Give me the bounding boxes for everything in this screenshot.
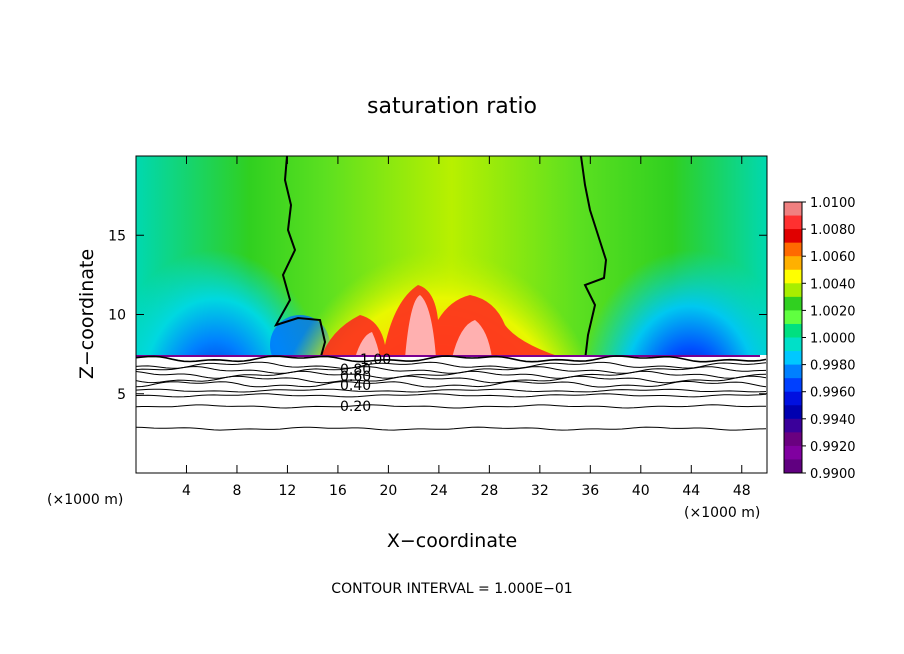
y-tick-label: 15 xyxy=(108,228,126,244)
contour-line xyxy=(136,355,767,363)
colorbar-label: 0.9920 xyxy=(810,440,856,455)
x-tick-label: 20 xyxy=(379,483,397,499)
x-tick-label: 28 xyxy=(480,483,498,499)
x-tick-label: 8 xyxy=(232,483,241,499)
x-tick-label: 24 xyxy=(430,483,448,499)
colorbar-swatch xyxy=(784,242,802,257)
contour-line xyxy=(136,380,767,388)
colorbar-swatch xyxy=(784,364,802,379)
peak-supersaturation xyxy=(355,295,492,358)
colorbar-swatch xyxy=(784,418,802,433)
contour-line xyxy=(136,426,767,431)
x-tick-label: 44 xyxy=(682,483,700,499)
contour-line xyxy=(136,388,767,393)
supersaturation-core xyxy=(320,285,570,360)
contour-label-0-40: 0.40 xyxy=(340,378,371,394)
contour-line xyxy=(136,361,767,369)
colorbar-label: 1.0080 xyxy=(810,223,856,238)
colorbar-label: 1.0060 xyxy=(810,250,856,265)
x-tick-label: 16 xyxy=(329,483,347,499)
x-tick-label: 48 xyxy=(733,483,751,499)
colorbar-swatch xyxy=(784,391,802,406)
y-tick-label: 5 xyxy=(117,387,126,403)
colorbar-swatch xyxy=(784,283,802,298)
colorbar-label: 0.9940 xyxy=(810,413,856,428)
contour-label-0-20: 0.20 xyxy=(340,399,371,415)
x-tick-label: 32 xyxy=(531,483,549,499)
x-tick-label: 40 xyxy=(632,483,650,499)
x-tick-label: 4 xyxy=(182,483,191,499)
colorbar-swatch xyxy=(784,337,802,352)
colorbar-swatch xyxy=(784,459,802,474)
colorbar-swatch xyxy=(784,310,802,325)
colorbar-swatch xyxy=(784,229,802,244)
contour-label-1-00: 1.00 xyxy=(360,352,391,368)
contour-interval-note: CONTOUR INTERVAL = 1.000E−01 xyxy=(331,581,572,597)
colorbar-swatch xyxy=(784,215,802,230)
x-axis: 4 8 12 16 20 24 28 32 36 40 44 48 xyxy=(182,156,751,499)
y-axis-label: Z−coordinate xyxy=(76,249,98,379)
colorbar-swatch xyxy=(784,351,802,366)
contour-lines xyxy=(136,355,767,431)
y-axis: 5 10 15 xyxy=(108,228,767,403)
contour-line xyxy=(136,365,767,374)
colorbar-label: 1.0000 xyxy=(810,332,856,347)
colorbar-label: 1.0100 xyxy=(810,196,856,211)
colorbar-label: 0.9900 xyxy=(810,467,856,482)
colorbar-label: 0.9980 xyxy=(810,359,856,374)
colorbar-swatch xyxy=(784,405,802,420)
colorbar-swatch xyxy=(784,256,802,271)
colorbar-label: 0.9960 xyxy=(810,386,856,401)
contour-line xyxy=(136,375,767,384)
x-tick-label: 12 xyxy=(279,483,297,499)
contour-label-0-60: 0.60 xyxy=(340,369,371,385)
colorbar-label: 1.0020 xyxy=(810,304,856,319)
saturation-boundary-left xyxy=(273,156,327,361)
colorbar-swatch xyxy=(784,378,802,393)
x-unit-right: (×1000 m) xyxy=(684,505,760,521)
contour-line xyxy=(136,370,767,379)
y-tick-label: 10 xyxy=(108,308,126,324)
lower-layer xyxy=(136,355,767,473)
colorbar-swatch xyxy=(784,269,802,284)
contour-labels: 1.00 0.80 0.60 0.40 0.20 xyxy=(340,352,391,415)
contour-label-0-80: 0.80 xyxy=(340,362,371,378)
x-axis-label: X−coordinate xyxy=(387,530,517,552)
colorbar-swatch xyxy=(784,296,802,311)
colorbar-swatch xyxy=(784,202,802,217)
chart-title: saturation ratio xyxy=(367,94,537,119)
contour-line xyxy=(136,393,767,398)
colorbar-label: 1.0040 xyxy=(810,277,856,292)
colorbar-swatch xyxy=(784,323,802,338)
colorbar-swatch xyxy=(784,445,802,460)
contour-line xyxy=(136,404,767,409)
x-unit-left: (×1000 m) xyxy=(47,492,123,508)
saturation-boundary-right xyxy=(580,156,608,361)
plot-area xyxy=(136,156,767,473)
x-tick-label: 36 xyxy=(581,483,599,499)
colorbar: 1.0100 1.0080 1.0060 1.0040 1.0020 1.0000 0.99… xyxy=(783,196,856,482)
colorbar-swatch xyxy=(784,432,802,447)
